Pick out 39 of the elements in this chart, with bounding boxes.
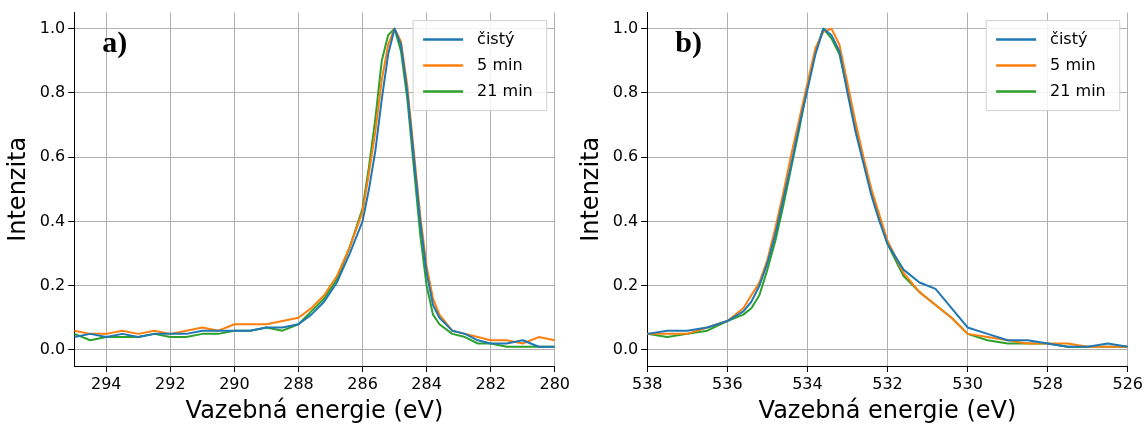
y-tick-label: 0.6: [39, 146, 66, 166]
x-tick-label: 292: [155, 373, 186, 393]
y-tick-label: 0.4: [612, 210, 639, 230]
x-tick-label: 526: [1112, 373, 1143, 393]
legend-label: čistý: [477, 28, 515, 48]
y-axis-title: Intenzita: [2, 136, 31, 242]
x-tick-label: 294: [91, 373, 122, 393]
y-tick-label: 0.0: [39, 339, 66, 359]
x-tick-label: 528: [1032, 373, 1063, 393]
annotation: b): [675, 25, 702, 60]
y-axis-title: Intenzita: [575, 136, 604, 242]
annotation: a): [102, 25, 128, 60]
x-tick-label: 530: [952, 373, 983, 393]
y-tick-label: 0.6: [612, 146, 639, 166]
x-tick-label: 538: [631, 373, 663, 393]
x-tick-label: 282: [475, 373, 506, 393]
legend-label: 5 min: [477, 54, 523, 74]
x-axis-title: Vazebná energie (eV): [185, 395, 444, 424]
x-tick-label: 290: [219, 373, 250, 393]
y-tick-label: 0.8: [39, 82, 66, 102]
x-axis-title: Vazebná energie (eV): [758, 395, 1017, 424]
legend-label: 21 min: [1050, 80, 1106, 100]
y-tick-label: 0.2: [39, 274, 66, 294]
x-tick-label: 532: [872, 373, 903, 393]
y-tick-label: 0.4: [39, 210, 66, 230]
y-tick-label: 0.0: [612, 339, 639, 359]
y-tick-label: 1.0: [612, 17, 639, 37]
legend-label: 5 min: [1050, 54, 1096, 74]
x-tick-label: 288: [283, 373, 314, 393]
x-tick-label: 286: [347, 373, 378, 393]
x-tick-label: 280: [539, 373, 570, 393]
legend-label: 21 min: [477, 80, 533, 100]
y-tick-label: 0.2: [612, 274, 639, 294]
x-tick-label: 534: [792, 373, 823, 393]
y-tick-label: 0.8: [612, 82, 639, 102]
x-tick-label: 536: [712, 373, 743, 393]
y-tick-label: 1.0: [39, 17, 66, 37]
x-tick-label: 284: [411, 373, 442, 393]
legend-label: čistý: [1050, 28, 1088, 48]
